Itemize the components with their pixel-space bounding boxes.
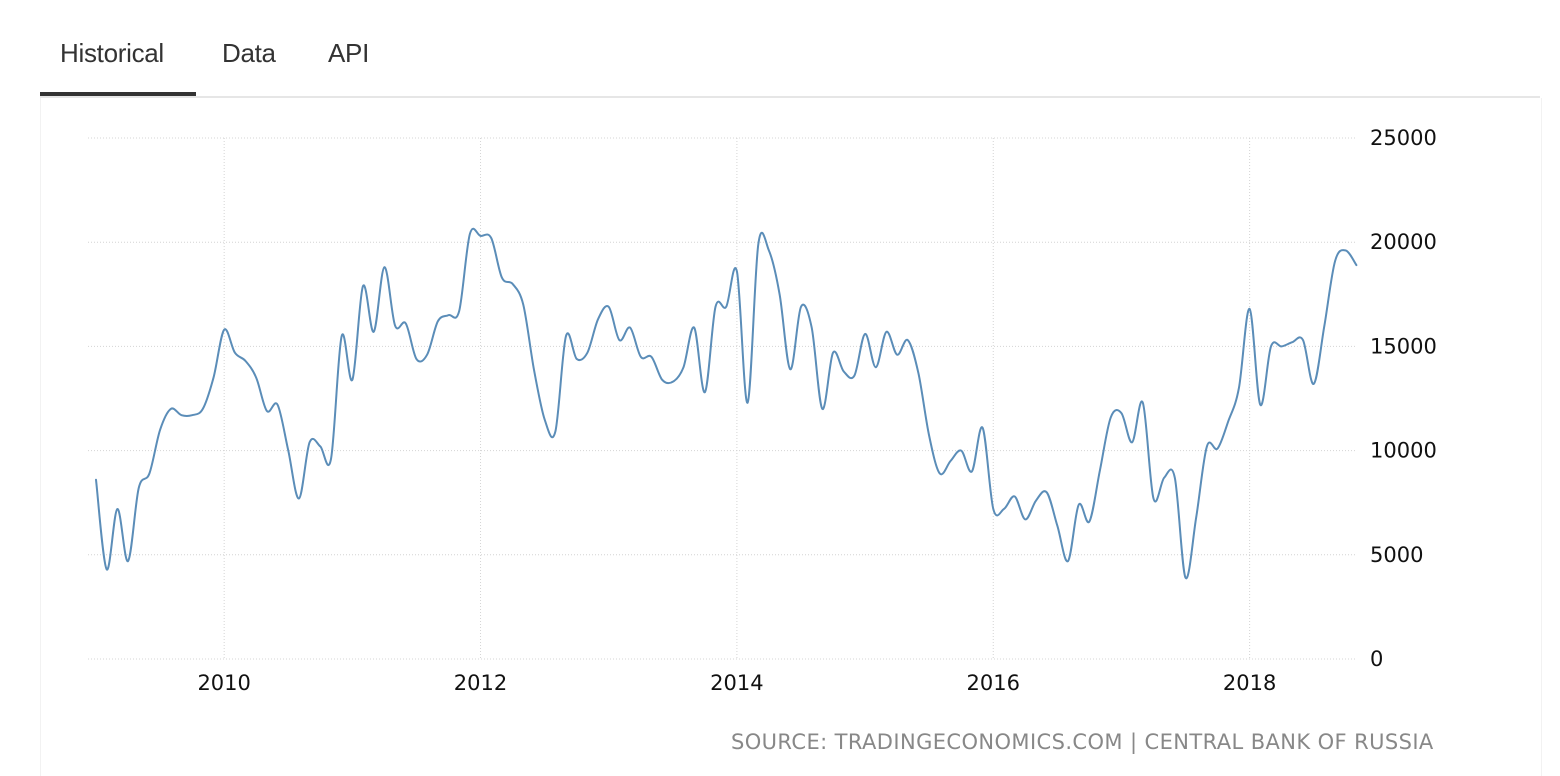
- x-tick-label: 2012: [454, 671, 507, 695]
- x-tick-label: 2014: [710, 671, 763, 695]
- x-tick-label: 2018: [1223, 671, 1276, 695]
- chart-series: [95, 227, 1358, 580]
- tab-historical[interactable]: Historical: [60, 38, 164, 68]
- active-tab-indicator: [40, 92, 196, 96]
- source-attribution: SOURCE: TRADINGECONOMICS.COM | CENTRAL B…: [731, 730, 1434, 754]
- y-tick-label: 20000: [1370, 230, 1437, 254]
- tab-api[interactable]: API: [328, 38, 370, 68]
- series-line: [95, 227, 1358, 580]
- y-tick-label: 25000: [1370, 126, 1437, 150]
- x-axis: 2010 2012 2014 2016 2018: [197, 671, 1276, 695]
- y-tick-label: 0: [1370, 647, 1383, 671]
- y-axis: 0 5000 10000 15000 20000 25000: [1370, 126, 1437, 671]
- chart-grid: [88, 137, 1356, 660]
- chart-panel: [40, 98, 1542, 776]
- y-tick-label: 10000: [1370, 439, 1437, 463]
- x-tick-label: 2016: [967, 671, 1020, 695]
- y-tick-label: 15000: [1370, 334, 1437, 358]
- y-tick-label: 5000: [1370, 543, 1423, 567]
- tab-bar: Historical Data API: [40, 0, 1540, 98]
- tab-data[interactable]: Data: [222, 38, 276, 68]
- x-tick-label: 2010: [197, 671, 250, 695]
